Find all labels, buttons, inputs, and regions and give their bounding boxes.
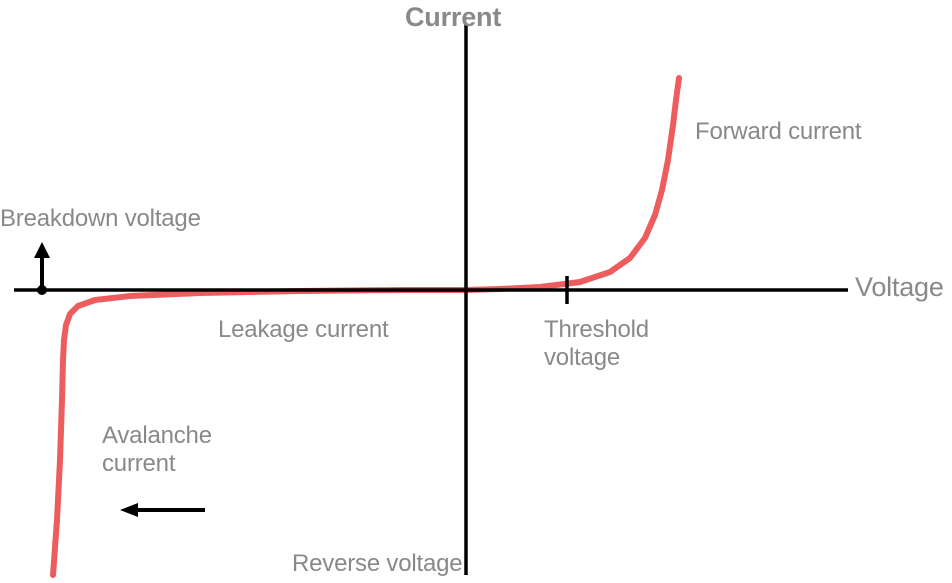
leakage-current-label: Leakage current — [218, 316, 388, 344]
avalanche-current-label: Avalanche current — [102, 422, 212, 477]
y-axis-title: Current — [405, 2, 501, 33]
reverse-voltage-label: Reverse voltage — [292, 550, 462, 578]
breakdown-voltage-label: Breakdown voltage — [0, 205, 201, 233]
x-axis-title: Voltage — [855, 272, 944, 303]
threshold-voltage-label: Threshold voltage — [544, 316, 649, 371]
chart-svg — [0, 0, 952, 583]
forward-current-label: Forward current — [695, 118, 861, 146]
avalanche-arrow-head — [120, 503, 138, 517]
diode-iv-curve-chart: Current Voltage Forward current Breakdow… — [0, 0, 952, 583]
breakdown-arrow-head — [34, 242, 50, 258]
